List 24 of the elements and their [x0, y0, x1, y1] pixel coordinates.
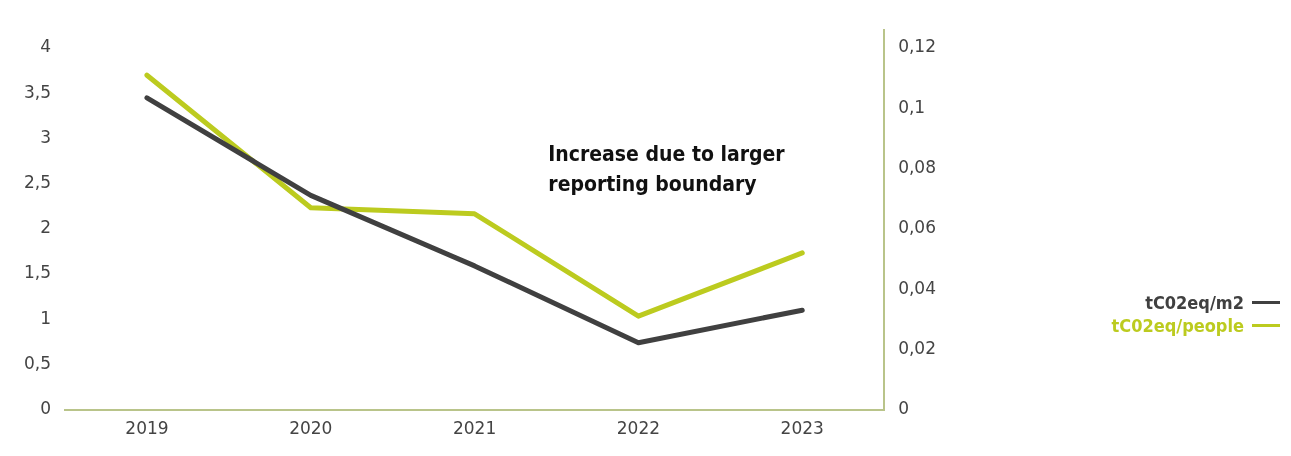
- y-tick-label: 0: [40, 398, 52, 419]
- y-tick-label: 2: [40, 217, 52, 238]
- x-tick-label: 2023: [780, 418, 824, 439]
- y-tick-label: 1,5: [23, 262, 52, 283]
- y2-tick-label: 0: [898, 398, 909, 419]
- legend-label: tC02eq/people: [1111, 315, 1244, 336]
- y-tick-label: 1: [40, 307, 52, 328]
- y-tick-label: 2,5: [23, 172, 52, 193]
- x-tick-label: 2022: [616, 418, 661, 439]
- y2-tick-label: 0,08: [898, 157, 937, 178]
- y2-tick-label: 0,06: [898, 217, 937, 238]
- y2-tick-label: 0,02: [898, 337, 937, 358]
- y-tick-label: 3,5: [23, 81, 52, 102]
- x-tick-label: 2020: [289, 418, 333, 439]
- y2-tick-label: 0,12: [898, 36, 937, 57]
- y2-tick-label: 0,04: [898, 277, 937, 298]
- y2-tick-label: 0,1: [898, 96, 926, 117]
- legend-label: tC02eq/m2: [1145, 292, 1244, 313]
- annotation: Increase due to larger reporting boundary: [548, 141, 786, 196]
- x-tick-label: 2021: [452, 418, 497, 439]
- y-tick-label: 3: [40, 126, 52, 147]
- y-tick-label: 0,5: [23, 352, 52, 373]
- x-tick-label: 2019: [125, 418, 169, 439]
- y-tick-label: 4: [40, 36, 52, 57]
